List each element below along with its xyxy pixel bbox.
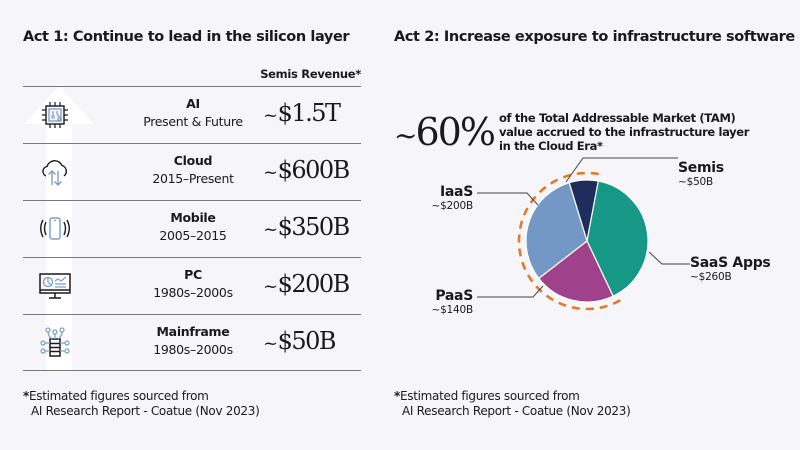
- pie-label-name: PaaS: [435, 288, 473, 304]
- table-rule: [23, 86, 361, 87]
- act1-title: Act 1: Continue to lead in the silicon l…: [23, 29, 350, 45]
- infrastructure-highlight-ring: [517, 171, 621, 311]
- mainframe-server-icon: [40, 327, 70, 357]
- era-period: 2005–2015: [159, 228, 227, 243]
- leader-line-semis: [565, 157, 678, 183]
- table-rule: [23, 314, 361, 315]
- era-row-cloud: Cloud 2015–Present ~$600B: [23, 144, 361, 200]
- era-name: AI: [186, 96, 200, 111]
- pie-slice-paas: [537, 240, 614, 303]
- era-period: 1980s–2000s: [153, 285, 233, 300]
- table-rule: [23, 370, 361, 371]
- pie-label-name: IaaS: [440, 184, 473, 200]
- semis-revenue-value: ~$350B: [263, 213, 350, 241]
- semis-revenue-value: ~$200B: [263, 270, 350, 298]
- pie-label-value: ~$50B: [678, 176, 714, 188]
- semis-revenue-header: Semis Revenue*: [260, 67, 361, 81]
- pie-label-value: ~$200B: [431, 200, 473, 212]
- pie-label-semis: Semis ~$50B: [678, 160, 724, 188]
- pie-label-value: ~$260B: [690, 271, 732, 283]
- era-row-ai: AI Present & Future ~$1.5T: [23, 87, 361, 143]
- mobile-phone-icon: [40, 217, 70, 240]
- era-name: Mobile: [170, 210, 216, 225]
- cloud-sync-icon: [42, 160, 68, 186]
- era-row-pc: PC 1980s–2000s ~$200B: [23, 258, 361, 314]
- semis-revenue-value: ~$1.5T: [263, 99, 341, 127]
- tam-pie-chart: [477, 157, 690, 311]
- tam-description: of the Total Addressable Market (TAM) va…: [499, 111, 750, 153]
- table-rule: [23, 200, 361, 201]
- pie-label-saas-apps: SaaS Apps ~$260B: [690, 255, 771, 283]
- era-period: 1980s–2000s: [153, 342, 233, 357]
- era-period: 2015–Present: [152, 171, 234, 186]
- era-name: PC: [184, 267, 202, 282]
- era-name: Mainframe: [156, 324, 230, 339]
- semis-revenue-value: ~$600B: [263, 156, 350, 184]
- era-row-mobile: Mobile 2005–2015 ~$350B: [23, 201, 361, 257]
- pie-slice-iaas: [525, 181, 588, 280]
- leader-line-iaas: [477, 192, 539, 206]
- era-name: Cloud: [173, 153, 213, 168]
- growth-arrow-background: [24, 86, 94, 370]
- leader-line-saas-apps: [648, 251, 690, 265]
- pie-label-name: Semis: [678, 160, 724, 176]
- tam-percentage: ~60%: [394, 110, 496, 154]
- pie-label-value: ~$140B: [431, 304, 473, 316]
- era-period: Present & Future: [143, 114, 243, 129]
- pie-slice-saas-apps: [586, 180, 649, 297]
- pie-label-iaas: IaaS ~$200B: [431, 184, 473, 212]
- leader-line-paas: [477, 285, 544, 298]
- table-rule: [23, 257, 361, 258]
- act2-footnote: *Estimated figures sourced from AI Resea…: [394, 389, 631, 418]
- pie-label-name: SaaS Apps: [690, 255, 771, 271]
- desktop-monitor-icon: [39, 273, 71, 299]
- act1-footnote: *Estimated figures sourced from AI Resea…: [23, 389, 260, 418]
- ai-chip-icon: [42, 102, 68, 128]
- pie-label-paas: PaaS ~$140B: [431, 288, 473, 316]
- act2-title: Act 2: Increase exposure to infrastructu…: [394, 29, 795, 45]
- table-rule: [23, 143, 361, 144]
- semis-revenue-value: ~$50B: [263, 327, 337, 355]
- era-row-mainframe: Mainframe 1980s–2000s ~$50B: [23, 315, 361, 371]
